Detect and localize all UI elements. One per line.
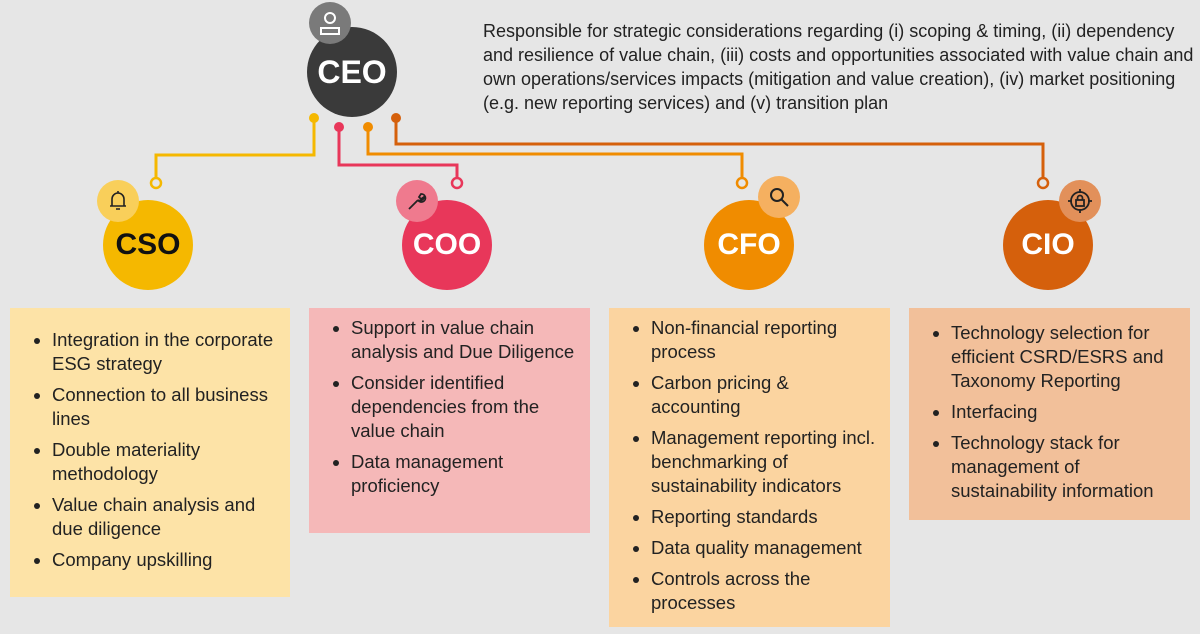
list-item: Value chain analysis and due diligence xyxy=(52,493,276,541)
target-lock-icon xyxy=(1059,180,1101,222)
list-item: Technology selection for efficient CSRD/… xyxy=(951,321,1176,393)
cio-label: CIO xyxy=(1021,228,1075,261)
cfo-box: Non-financial reporting process Carbon pr… xyxy=(609,308,890,627)
ceo-label: CEO xyxy=(317,53,387,90)
list-item: Reporting standards xyxy=(651,505,876,529)
list-item: Data quality management xyxy=(651,536,876,560)
list-item: Interfacing xyxy=(951,400,1176,424)
coo-label: COO xyxy=(412,228,482,261)
list-item: Connection to all business lines xyxy=(52,383,276,431)
list-item: Double materiality methodology xyxy=(52,438,276,486)
list-item: Integration in the corporate ESG strateg… xyxy=(52,328,276,376)
cio-box: Technology selection for efficient CSRD/… xyxy=(909,308,1190,520)
cio-node: CIO xyxy=(1003,200,1093,290)
magnifier-icon xyxy=(758,176,800,218)
cso-label: CSO xyxy=(115,228,181,261)
cfo-label: CFO xyxy=(717,228,781,261)
list-item: Management reporting incl. benchmarking … xyxy=(651,426,876,498)
cso-box: Integration in the corporate ESG strateg… xyxy=(10,308,290,597)
coo-box: Support in value chain analysis and Due … xyxy=(309,308,590,533)
list-item: Consider identified dependencies from th… xyxy=(351,371,576,443)
list-item: Controls across the processes xyxy=(651,567,876,615)
list-item: Company upskilling xyxy=(52,548,276,572)
bell-icon xyxy=(97,180,139,222)
list-item: Carbon pricing & accounting xyxy=(651,371,876,419)
list-item: Non-financial reporting process xyxy=(651,316,876,364)
list-item: Support in value chain analysis and Due … xyxy=(351,316,576,364)
ceo-description: Responsible for strategic considerations… xyxy=(483,21,1194,113)
list-item: Data management proficiency xyxy=(351,450,576,498)
wrench-icon xyxy=(396,180,438,222)
person-icon xyxy=(309,2,351,44)
list-item: Technology stack for management of susta… xyxy=(951,431,1176,503)
